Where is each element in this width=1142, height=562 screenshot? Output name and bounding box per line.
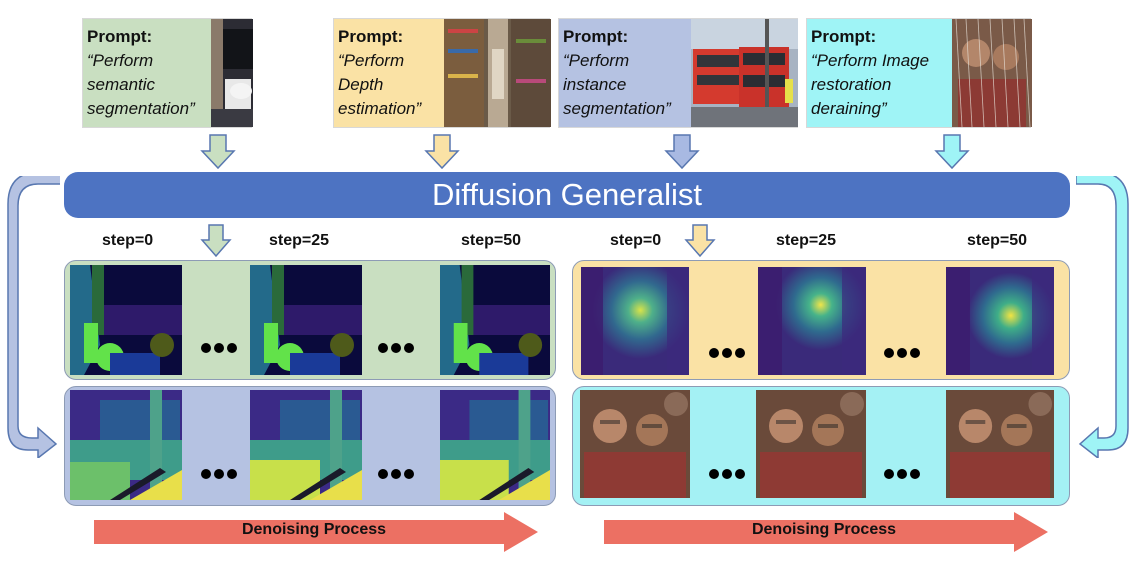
arrow-down-instance [664,134,700,170]
prompt-card-derain: Prompt: “Perform Image restoration derai… [806,18,1032,128]
semantic-frame-step-50 [440,265,550,375]
library-photo [444,19,551,127]
prompt-text-depth: Prompt: “Perform Depth estimation” [338,25,438,121]
instance-frame-step-50 [440,390,550,500]
prompt-text-derain: Prompt: “Perform Image restoration derai… [811,25,951,121]
arrow-down-depth [424,134,460,170]
side-arrow-right [1076,176,1129,458]
depth-frame-step-0 [581,267,689,375]
arrow-down-derain [934,134,970,170]
prompt-body: “Perform semantic segmentation” [87,51,195,118]
ellipsis-depth-1 [709,345,748,361]
prompt-text-instance: Prompt: “Perform instance segmentation” [563,25,691,121]
bus-street-photo [691,19,798,127]
derain-frame-step-50 [946,390,1054,498]
denoising-arrow-right [604,512,1048,552]
prompt-card-semantic: Prompt: “Perform semantic segmentation” [82,18,253,128]
derain-frame-step-0 [580,390,690,498]
semantic-frame-step-0 [70,265,182,375]
step-label-right-50: step=50 [967,232,1028,249]
prompt-text-semantic: Prompt: “Perform semantic segmentation” [87,25,211,121]
step-label-left-50: step=50 [461,232,522,249]
step-label-right-0: step=0 [610,232,662,249]
prompt-body: “Perform Depth estimation” [338,51,422,118]
prompt-head: Prompt: [338,27,404,46]
prompt-card-depth: Prompt: “Perform Depth estimation” [333,18,551,128]
step-label-left-0: step=0 [102,232,154,249]
diffusion-generalist-banner: Diffusion Generalist [64,172,1070,218]
side-arrow-left [7,176,60,458]
denoising-label-left: Denoising Process [241,521,387,538]
step-label-right-25: step=25 [776,232,837,249]
prompt-body: “Perform instance segmentation” [563,51,671,118]
step-label-left-25: step=25 [269,232,330,249]
ellipsis-instance-2 [378,466,417,482]
arrow-down-step-right [684,224,716,258]
denoising-arrow-left [94,512,538,552]
prompt-body: “Perform Image restoration deraining” [811,51,930,118]
prompt-head: Prompt: [811,27,877,46]
derain-frame-step-25 [756,390,866,498]
ellipsis-instance-1 [201,466,240,482]
rainy-children-photo [952,19,1032,127]
ellipsis-derain-2 [884,466,923,482]
instance-frame-step-25 [250,390,362,500]
ellipsis-semantic-2 [378,340,417,356]
instance-frame-step-0 [70,390,182,500]
ellipsis-depth-2 [884,345,923,361]
semantic-frame-step-25 [250,265,362,375]
ellipsis-semantic-1 [201,340,240,356]
prompt-head: Prompt: [563,27,629,46]
prompt-head: Prompt: [87,27,153,46]
prompt-card-instance: Prompt: “Perform instance segmentation” [558,18,798,128]
depth-frame-step-50 [946,267,1054,375]
denoising-label-right: Denoising Process [751,521,897,538]
depth-frame-step-25 [758,267,866,375]
arrow-down-step-left [200,224,232,258]
bathroom-photo [211,19,253,127]
ellipsis-derain-1 [709,466,748,482]
arrow-down-semantic [200,134,236,170]
